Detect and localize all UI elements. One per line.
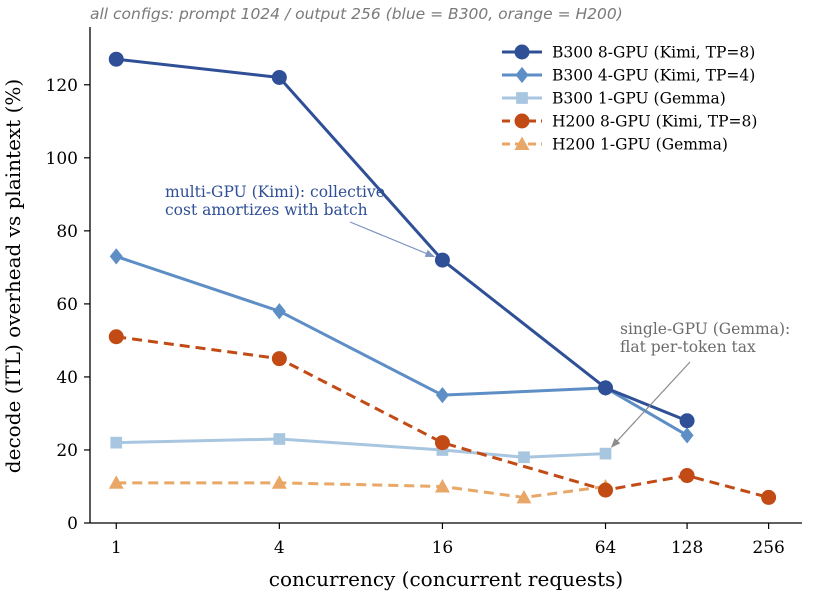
data-point [679, 468, 695, 484]
series-line [115, 254, 688, 437]
data-point [434, 435, 450, 451]
x-tick-label: 128 [671, 538, 703, 558]
data-point [271, 69, 287, 85]
data-point [761, 489, 777, 505]
annotation-arrow [349, 221, 435, 258]
data-point [273, 433, 286, 445]
series-4 [108, 475, 613, 504]
data-point [514, 113, 530, 129]
data-point [599, 447, 612, 460]
data-point [108, 329, 124, 345]
x-tick-label: 16 [432, 538, 454, 558]
x-tick-label: 256 [752, 538, 784, 558]
y-tick-label: 100 [46, 149, 78, 169]
legend-item: H200 8-GPU (Kimi, TP=8) [502, 113, 757, 131]
data-point [598, 380, 614, 396]
legend-item: H200 1-GPU (Gemma) [502, 136, 728, 154]
x-tick-label: 4 [274, 538, 285, 558]
data-point [272, 303, 286, 320]
legend: B300 8-GPU (Kimi, TP=8) B300 4-GPU (Kimi,… [502, 44, 757, 154]
series-2 [110, 433, 612, 464]
legend-item: B300 4-GPU (Kimi, TP=4) [502, 67, 755, 85]
series-line [116, 335, 770, 499]
legend-label: B300 1-GPU (Gemma) [552, 90, 726, 108]
data-point [435, 387, 449, 404]
legend-item: B300 1-GPU (Gemma) [502, 90, 726, 108]
data-point [679, 413, 695, 429]
data-point [516, 489, 532, 504]
data-point [518, 451, 530, 464]
legend-label: B300 8-GPU (Kimi, TP=8) [552, 44, 755, 62]
annotation-text: cost amortizes with batch [165, 201, 368, 219]
x-tick-label: 1 [111, 538, 122, 558]
y-tick-label: 60 [56, 295, 78, 315]
data-point [110, 436, 123, 449]
data-point [680, 427, 694, 444]
y-tick-label: 0 [67, 514, 78, 534]
data-point [109, 248, 123, 265]
data-point [434, 252, 450, 268]
data-point [108, 475, 124, 489]
y-tick-label: 120 [46, 76, 78, 96]
annotation-1: single-GPU (Gemma):flat per-token tax [610, 320, 790, 448]
data-point [516, 92, 528, 104]
series-line [116, 481, 606, 499]
y-axis-label: decode (ITL) overhead vs plaintext (%) [1, 79, 25, 473]
annotation-arrow [610, 361, 691, 448]
y-tick-label: 80 [56, 222, 78, 242]
annotation-text: flat per-token tax [620, 338, 756, 356]
annotation-text: multi-GPU (Kimi): collective [165, 183, 385, 201]
series-1 [109, 248, 694, 444]
y-tick-label: 20 [56, 441, 78, 461]
data-point [514, 44, 530, 60]
x-axis-label: concurrency (concurrent requests) [269, 567, 623, 591]
series-line [116, 437, 606, 459]
y-tick-label: 40 [56, 368, 78, 388]
legend-item: B300 8-GPU (Kimi, TP=8) [502, 44, 755, 62]
series-3 [108, 329, 777, 505]
legend-label: H200 8-GPU (Kimi, TP=8) [552, 113, 757, 131]
data-point [515, 66, 529, 84]
axes: 0 20 40 60 80 100 120 1 4 16 64 128 256 [46, 27, 802, 558]
x-tick-label: 64 [595, 538, 617, 558]
data-point [271, 475, 287, 489]
series-layer [108, 51, 777, 505]
legend-label: B300 4-GPU (Kimi, TP=4) [552, 67, 755, 85]
data-point [598, 482, 614, 498]
data-point [271, 351, 287, 367]
annotation-text: single-GPU (Gemma): [620, 320, 790, 338]
legend-label: H200 1-GPU (Gemma) [552, 136, 728, 154]
data-point [514, 136, 530, 150]
data-point [108, 51, 124, 67]
chart-subtitle: all configs: prompt 1024 / output 256 (b… [90, 5, 623, 23]
series-0 [108, 51, 695, 429]
data-point [434, 479, 450, 493]
